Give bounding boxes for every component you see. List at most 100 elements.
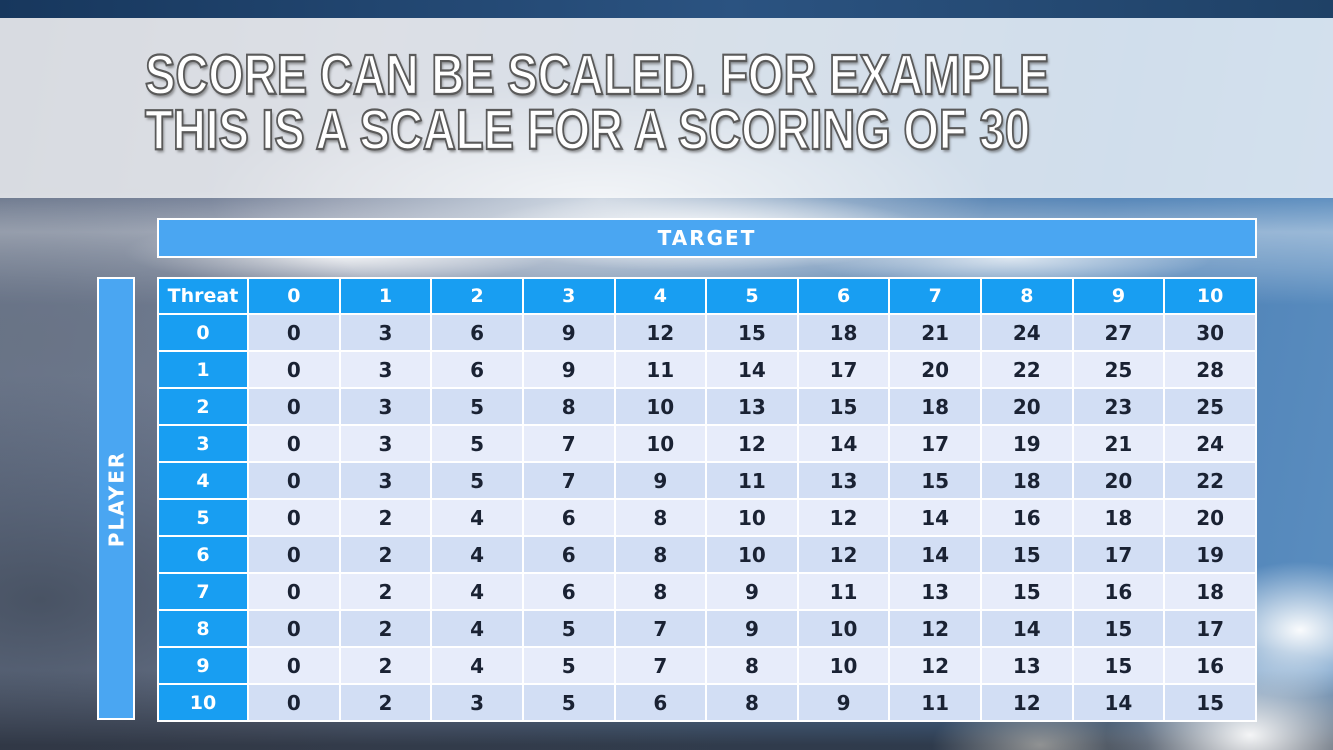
table-row: 8 0 2 4 5 7 9 10 12 14 15 17 xyxy=(157,609,1257,648)
score-cell: 7 xyxy=(613,609,708,648)
score-cell: 3 xyxy=(338,461,433,500)
score-cell: 4 xyxy=(430,572,524,611)
score-cell: 6 xyxy=(521,572,616,611)
column-header-cell: 0 xyxy=(247,277,341,315)
score-cell: 3 xyxy=(338,313,433,352)
score-cell: 12 xyxy=(796,535,891,574)
player-axis-band: PLAYER xyxy=(97,277,135,720)
score-cell: 27 xyxy=(1071,313,1166,352)
score-cell: 22 xyxy=(1163,461,1257,500)
score-cell: 8 xyxy=(613,572,708,611)
score-cell: 20 xyxy=(1071,461,1166,500)
score-cell: 21 xyxy=(888,313,982,352)
score-cell: 0 xyxy=(247,646,341,685)
row-header-cell: 5 xyxy=(157,498,249,537)
score-cell: 15 xyxy=(888,461,982,500)
score-cell: 14 xyxy=(888,535,982,574)
score-cell: 11 xyxy=(613,350,708,389)
score-cell: 4 xyxy=(430,609,524,648)
score-cell: 6 xyxy=(430,350,524,389)
score-cell: 13 xyxy=(705,387,799,426)
score-cell: 14 xyxy=(888,498,982,537)
score-cell: 2 xyxy=(338,535,433,574)
score-cell: 30 xyxy=(1163,313,1257,352)
score-cell: 8 xyxy=(613,535,708,574)
score-table-body: 0 0 3 6 9 12 15 18 21 24 27 30 1 0 3 6 9 11 14 17 20 22 25 28 2 0… xyxy=(157,313,1257,722)
score-cell: 15 xyxy=(980,535,1074,574)
table-row: 10 0 2 3 5 6 8 9 11 12 14 15 xyxy=(157,683,1257,722)
table-row: 0 0 3 6 9 12 15 18 21 24 27 30 xyxy=(157,313,1257,352)
column-header-cell: 5 xyxy=(705,277,799,315)
score-cell: 28 xyxy=(1163,350,1257,389)
score-cell: 18 xyxy=(796,313,891,352)
column-header-cell: 4 xyxy=(613,277,708,315)
score-cell: 10 xyxy=(613,424,708,463)
score-table-header: Threat 0 1 2 3 4 5 6 7 8 9 10 xyxy=(157,277,1257,315)
score-cell: 8 xyxy=(705,683,799,722)
score-cell: 8 xyxy=(521,387,616,426)
sky-top-strip xyxy=(0,0,1333,18)
score-cell: 12 xyxy=(980,683,1074,722)
score-cell: 17 xyxy=(796,350,891,389)
score-cell: 9 xyxy=(705,572,799,611)
score-cell: 16 xyxy=(980,498,1074,537)
score-cell: 14 xyxy=(1071,683,1166,722)
score-cell: 5 xyxy=(521,646,616,685)
score-table: Threat 0 1 2 3 4 5 6 7 8 9 10 0 0 3 6 9 12 15 18 21 24 27 30 1 0… xyxy=(157,277,1257,722)
score-cell: 4 xyxy=(430,498,524,537)
score-cell: 8 xyxy=(705,646,799,685)
column-header-cell: 1 xyxy=(338,277,433,315)
score-cell: 10 xyxy=(705,498,799,537)
score-cell: 5 xyxy=(430,387,524,426)
score-cell: 14 xyxy=(796,424,891,463)
score-cell: 15 xyxy=(1163,683,1257,722)
score-cell: 23 xyxy=(1071,387,1166,426)
score-cell: 18 xyxy=(1071,498,1166,537)
score-cell: 6 xyxy=(521,498,616,537)
score-cell: 19 xyxy=(980,424,1074,463)
score-cell: 3 xyxy=(338,350,433,389)
score-cell: 25 xyxy=(1163,387,1257,426)
score-cell: 5 xyxy=(521,683,616,722)
table-row: 3 0 3 5 7 10 12 14 17 19 21 24 xyxy=(157,424,1257,463)
header-row: Threat 0 1 2 3 4 5 6 7 8 9 10 xyxy=(157,277,1257,315)
score-cell: 7 xyxy=(521,461,616,500)
table-row: 9 0 2 4 5 7 8 10 12 13 15 16 xyxy=(157,646,1257,685)
row-header-cell: 1 xyxy=(157,350,249,389)
score-cell: 15 xyxy=(705,313,799,352)
score-cell: 5 xyxy=(430,424,524,463)
score-cell: 16 xyxy=(1163,646,1257,685)
score-cell: 8 xyxy=(613,498,708,537)
score-cell: 0 xyxy=(247,683,341,722)
score-cell: 2 xyxy=(338,572,433,611)
column-header-cell: 6 xyxy=(796,277,891,315)
score-cell: 6 xyxy=(430,313,524,352)
score-cell: 17 xyxy=(888,424,982,463)
table-row: 6 0 2 4 6 8 10 12 14 15 17 19 xyxy=(157,535,1257,574)
title-banner: SCORE CAN BE SCALED. FOR EXAMPLE THIS IS… xyxy=(0,18,1333,198)
score-cell: 15 xyxy=(796,387,891,426)
row-header-cell: 7 xyxy=(157,572,249,611)
score-cell: 9 xyxy=(521,350,616,389)
score-cell: 3 xyxy=(430,683,524,722)
score-cell: 20 xyxy=(980,387,1074,426)
score-cell: 12 xyxy=(705,424,799,463)
table-row: 4 0 3 5 7 9 11 13 15 18 20 22 xyxy=(157,461,1257,500)
score-cell: 0 xyxy=(247,461,341,500)
row-header-cell: 2 xyxy=(157,387,249,426)
table-row: 2 0 3 5 8 10 13 15 18 20 23 25 xyxy=(157,387,1257,426)
column-header-cell: 10 xyxy=(1163,277,1257,315)
score-cell: 0 xyxy=(247,609,341,648)
target-axis-label: TARGET xyxy=(657,226,757,250)
row-header-cell: 9 xyxy=(157,646,249,685)
score-cell: 4 xyxy=(430,535,524,574)
score-cell: 21 xyxy=(1071,424,1166,463)
score-table-container: Threat 0 1 2 3 4 5 6 7 8 9 10 0 0 3 6 9 12 15 18 21 24 27 30 1 0… xyxy=(157,277,1257,722)
title-line-1: SCORE CAN BE SCALED. FOR EXAMPLE xyxy=(144,43,1050,107)
score-cell: 12 xyxy=(796,498,891,537)
score-cell: 15 xyxy=(1071,646,1166,685)
score-cell: 10 xyxy=(705,535,799,574)
score-cell: 9 xyxy=(521,313,616,352)
score-cell: 10 xyxy=(796,646,891,685)
title-line-2: THIS IS A SCALE FOR A SCORING OF 30 xyxy=(144,98,1031,162)
